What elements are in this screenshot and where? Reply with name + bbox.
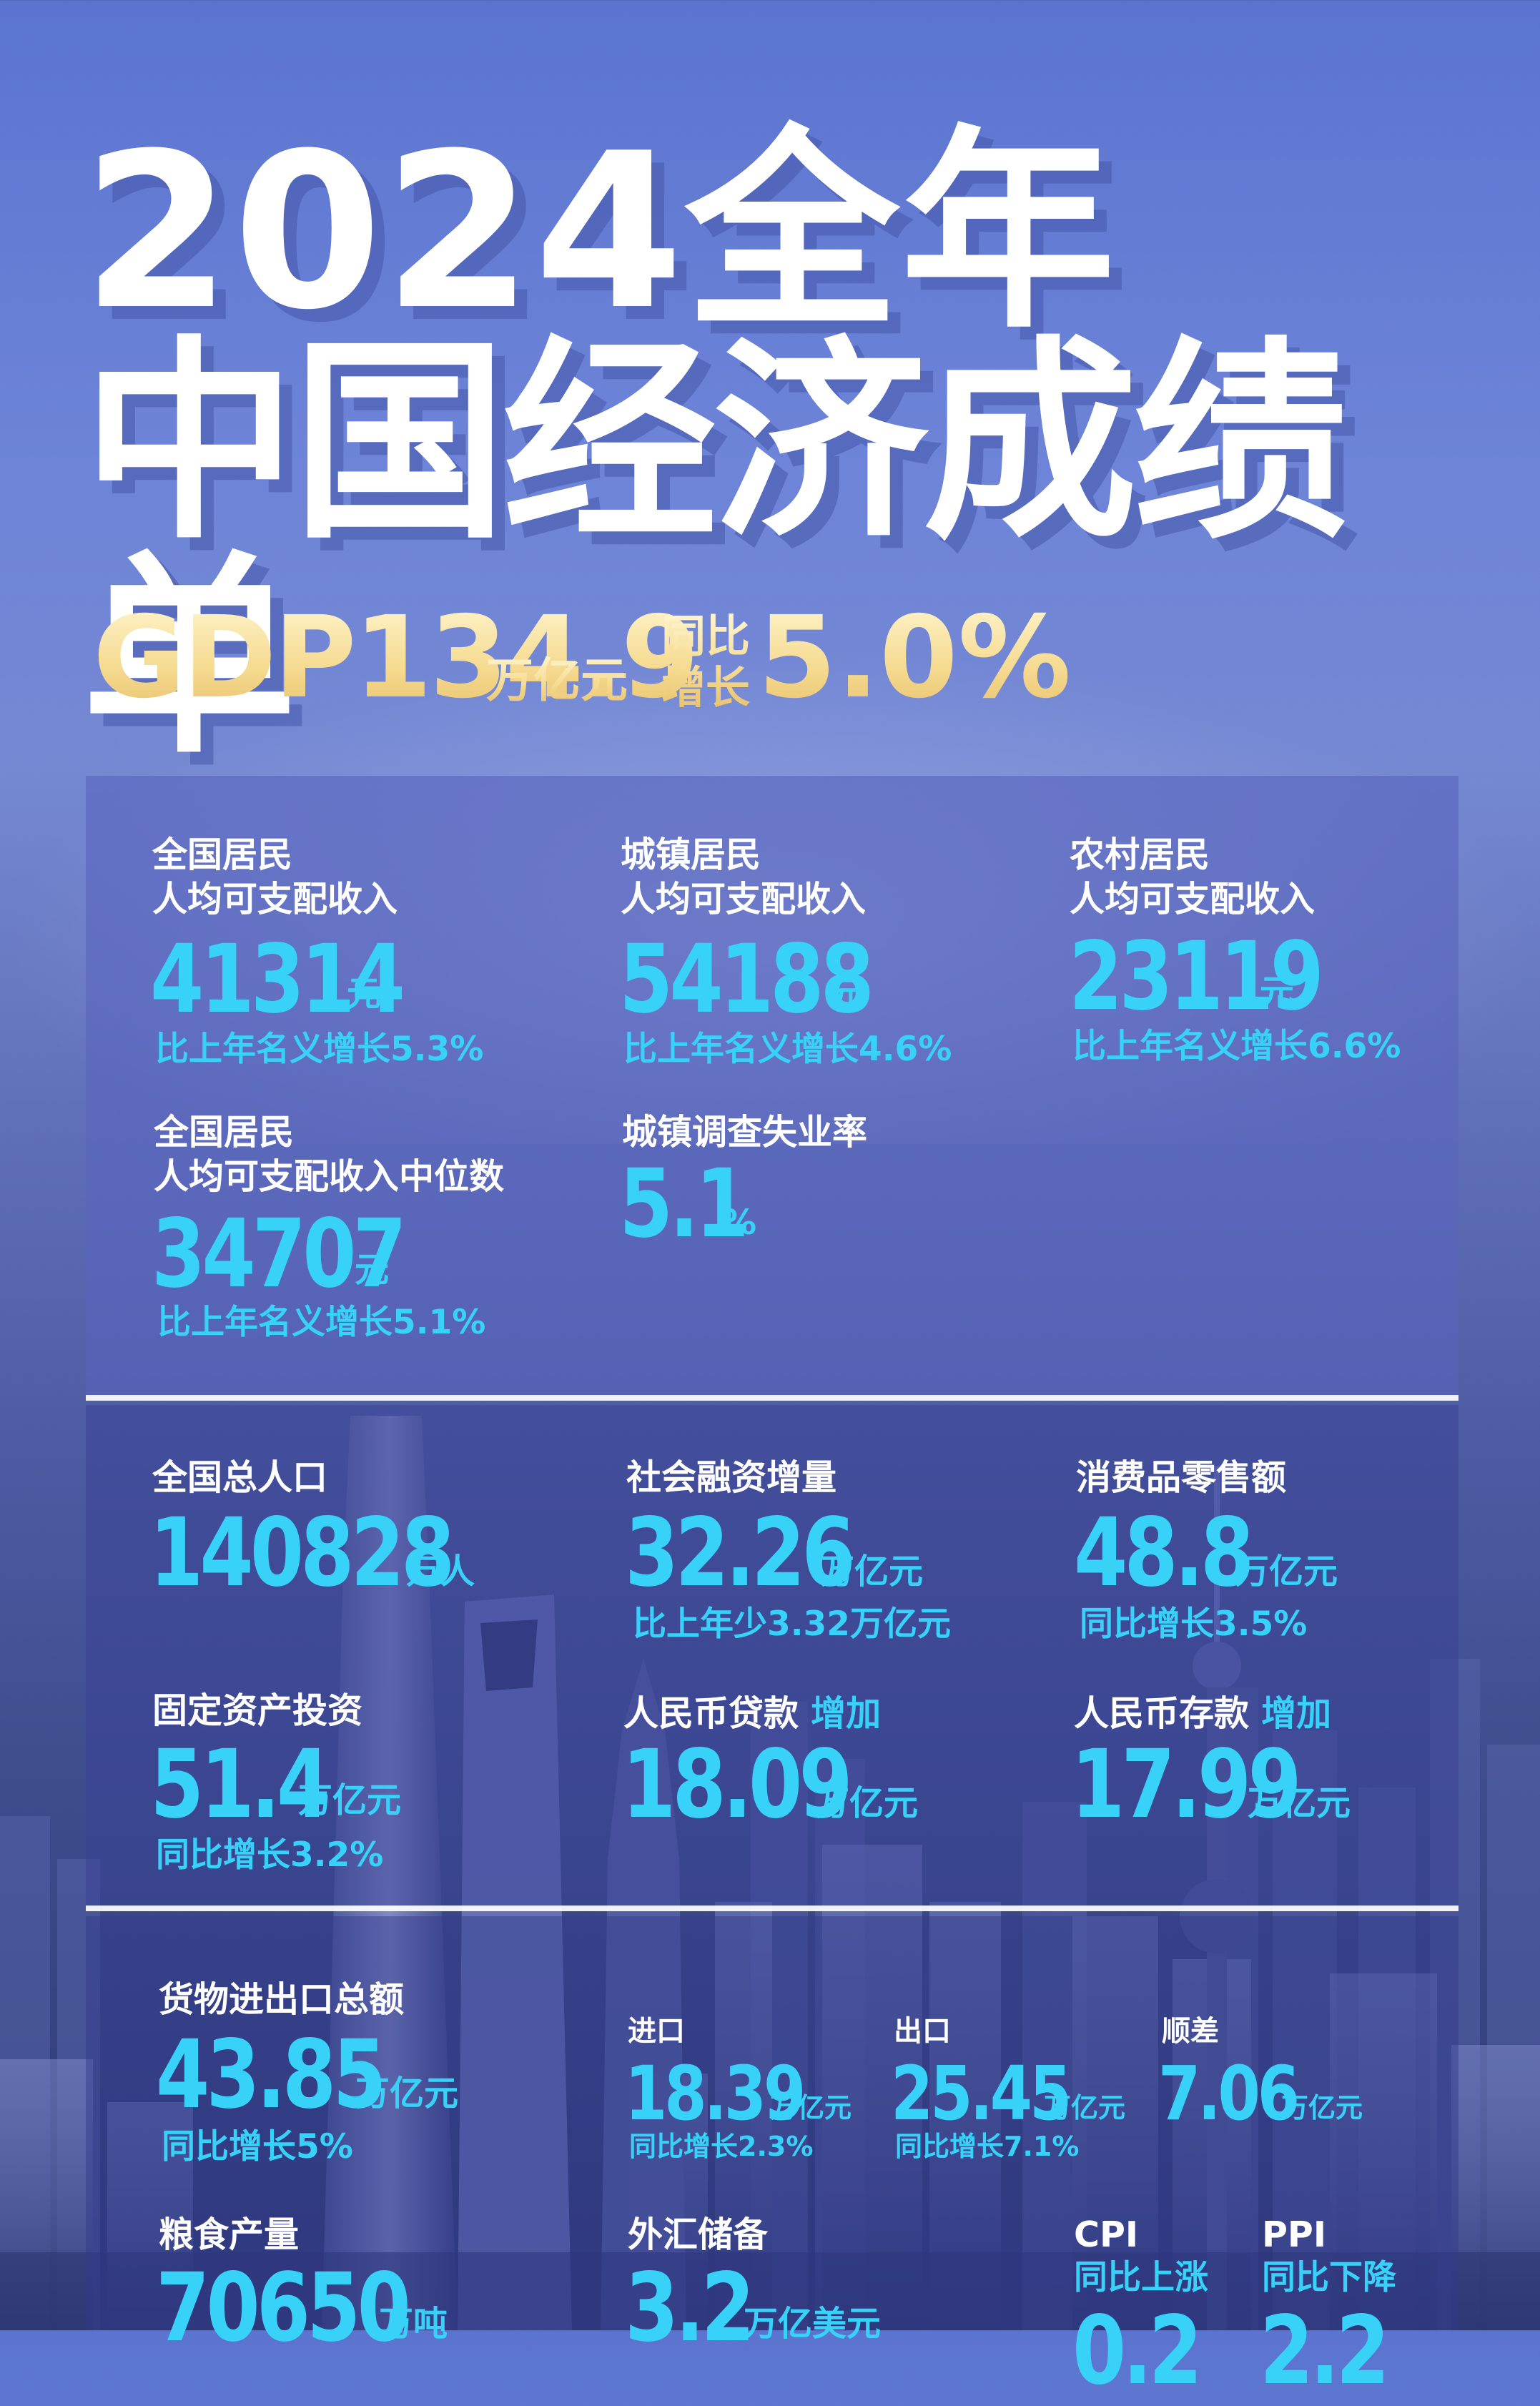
median-income-note: 比上年名义增长5.1% [157, 1303, 486, 1342]
unemployment-unit: % [722, 1203, 757, 1243]
rmb-deposits-label-text: 人民币存款 [1074, 1693, 1250, 1734]
rmb-loans-value: 18.09 [622, 1730, 853, 1840]
trade-panel [86, 1916, 1458, 2330]
unemployment-value: 5.1 [619, 1149, 749, 1259]
rural-income-label: 农村居民 人均可支配收入 [1070, 834, 1316, 919]
national-income-note: 比上年名义增长5.3% [155, 1030, 484, 1069]
rmb-deposits-label: 人民币存款 增加 [1074, 1692, 1331, 1736]
exports-value: 25.45 [891, 2050, 1072, 2137]
divider [86, 1905, 1458, 1911]
median-income-label: 全国居民 人均可支配收入中位数 [154, 1112, 505, 1197]
trade-total-unit: 万亿元 [355, 2074, 459, 2114]
trade-total-note: 同比增长5% [162, 2127, 353, 2166]
gdp-value: GDP134.9 [93, 592, 699, 724]
trade-total-label: 货物进出口总额 [159, 1979, 405, 2020]
imports-unit: 万亿元 [770, 2092, 852, 2124]
ppi-label: PPI [1262, 2214, 1327, 2255]
surplus-label: 顺差 [1162, 2015, 1219, 2048]
rural-income-note: 比上年名义增长6.6% [1072, 1027, 1401, 1066]
population-label: 全国总人口 [152, 1457, 328, 1498]
population-value: 140828 [149, 1498, 455, 1608]
cpi-value: 0.2 [1072, 2296, 1203, 2406]
title-line-2: 中国经济成绩单 [82, 318, 1348, 765]
imports-note: 同比增长2.3% [629, 2131, 814, 2162]
urban-income-unit: 元 [829, 974, 864, 1014]
rmb-loans-unit: 万亿元 [815, 1783, 919, 1823]
national-income-unit: 元 [347, 974, 382, 1014]
grain-unit: 万吨 [379, 2304, 448, 2344]
unemployment-label: 城镇调查失业率 [622, 1112, 868, 1153]
rural-income-value: 23119 [1069, 922, 1324, 1032]
rmb-deposits-label-highlight: 增加 [1261, 1693, 1332, 1734]
cpi-label: CPI [1074, 2214, 1139, 2255]
social-financing-value: 32.26 [625, 1498, 856, 1608]
exports-note: 同比增长7.1% [895, 2131, 1080, 2162]
urban-income-value: 54188 [619, 925, 874, 1035]
national-income-value: 41314 [150, 925, 405, 1035]
rmb-loans-label-text: 人民币贷款 [623, 1693, 799, 1734]
exports-label: 出口 [894, 2015, 951, 2048]
fx-reserves-value: 3.2 [625, 2253, 755, 2363]
urban-income-label: 城镇居民 人均可支配收入 [621, 834, 867, 919]
ppi-value: 2.2 [1260, 2296, 1390, 2406]
finance-panel [86, 1405, 1458, 1905]
fx-reserves-label: 外汇储备 [628, 2214, 769, 2255]
gdp-unit: 万亿元 [486, 653, 628, 708]
retail-sales-unit: 万亿元 [1235, 1552, 1338, 1592]
grain-label: 粮食产量 [159, 2214, 300, 2255]
grain-value: 70650 [156, 2253, 411, 2363]
rmb-deposits-unit: 万亿元 [1248, 1783, 1351, 1823]
cpi-sub: 同比上涨 [1074, 2258, 1208, 2297]
income-panel [86, 776, 1458, 1395]
retail-sales-label: 消费品零售额 [1076, 1457, 1287, 1498]
rmb-loans-label-highlight: 增加 [811, 1693, 882, 1734]
population-unit: 万人 [406, 1552, 475, 1592]
urban-income-note: 比上年名义增长4.6% [623, 1030, 952, 1069]
retail-sales-note: 同比增长3.5% [1080, 1604, 1308, 1644]
fixed-investment-note: 同比增长3.2% [156, 1835, 384, 1875]
rural-income-unit: 元 [1260, 972, 1295, 1012]
national-income-label: 全国居民 人均可支配收入 [152, 834, 398, 919]
fixed-investment-label: 固定资产投资 [152, 1690, 363, 1731]
social-financing-label: 社会融资增量 [626, 1457, 837, 1498]
median-income-value: 34707 [152, 1199, 407, 1309]
exports-unit: 万亿元 [1044, 2092, 1126, 2124]
retail-sales-value: 48.8 [1074, 1498, 1254, 1608]
fixed-investment-value: 51.4 [150, 1730, 330, 1840]
gdp-growth: 5.0% [758, 592, 1072, 724]
rmb-deposits-value: 17.99 [1071, 1730, 1302, 1840]
social-financing-note: 比上年少3.32万亿元 [633, 1604, 951, 1644]
median-income-unit: 元 [355, 1250, 390, 1290]
imports-value: 18.39 [625, 2050, 806, 2137]
fx-reserves-unit: 万亿美元 [744, 2304, 882, 2344]
divider [86, 1395, 1458, 1401]
surplus-value: 7.06 [1158, 2050, 1300, 2137]
ppi-sub: 同比下降 [1262, 2258, 1396, 2297]
social-financing-unit: 万亿元 [820, 1552, 924, 1592]
rmb-loans-label: 人民币贷款 增加 [623, 1692, 881, 1736]
surplus-unit: 万亿元 [1281, 2092, 1363, 2124]
imports-label: 进口 [628, 2015, 685, 2048]
title-line-1: 2024全年 [82, 107, 1117, 357]
fixed-investment-unit: 万亿元 [298, 1780, 402, 1820]
trade-total-value: 43.85 [156, 2020, 387, 2130]
gdp-yoy-label: 同比增长 [661, 611, 761, 714]
